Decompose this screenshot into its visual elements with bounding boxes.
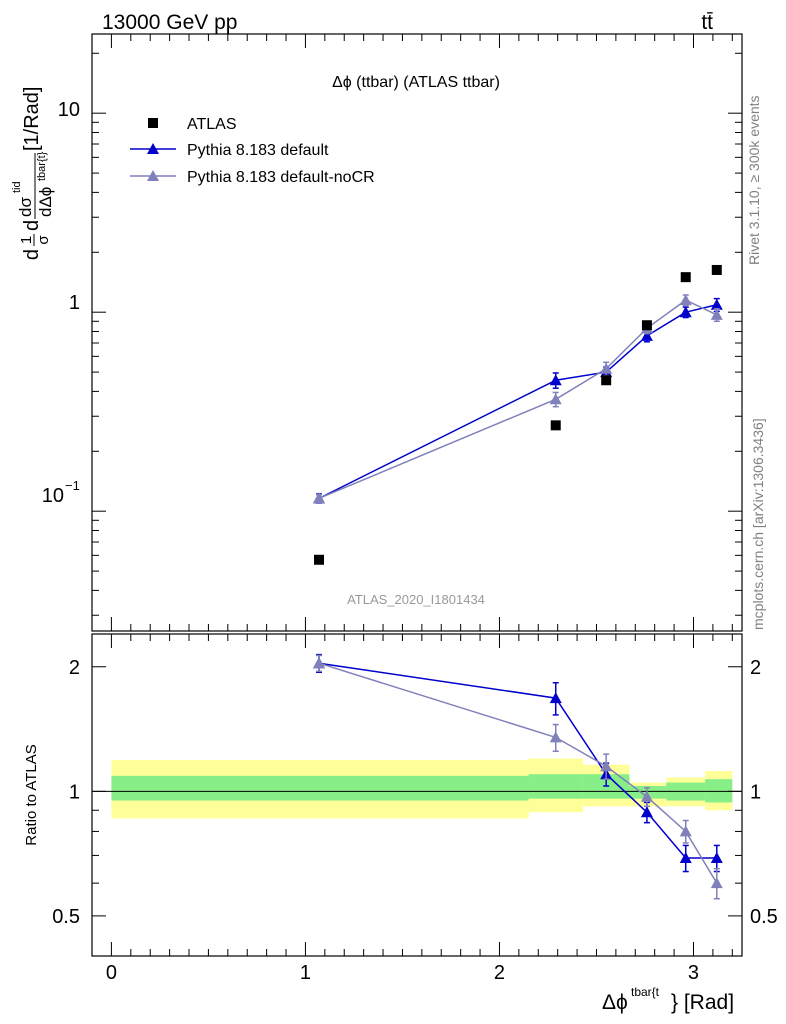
ratio-ytick-label-right: 1 [750, 781, 761, 803]
ratio-nocr-series-point [313, 657, 326, 669]
ylabel-one: 1 [18, 236, 35, 244]
ratio-default-series-point [640, 806, 653, 818]
ylabel-numerator-sup: tid [11, 181, 23, 193]
ratio-tick-labels: 0.5 0.5 1 1 2 2 0 1 2 3 [52, 657, 778, 984]
ratio-nocr-series-point [549, 731, 562, 743]
legend-label-atlas: ATLAS [187, 116, 237, 133]
rivet-label: Rivet 3.1.10, ≥ 300k events [746, 95, 762, 265]
ylabel-unit: [1/Rad] [21, 87, 43, 151]
chart-title: Δϕ (ttbar) (ATLAS ttbar) [332, 74, 500, 91]
process-label: tt̄ [701, 11, 713, 34]
xlabel-symbol: Δϕ [602, 991, 628, 1014]
analysis-watermark: ATLAS_2020_I1801434 [347, 592, 485, 607]
atlas-data-point [641, 320, 652, 331]
ylabel-d: d [21, 249, 43, 260]
default-series-point [710, 298, 723, 310]
ratio-ytick-label-left: 0.5 [52, 906, 80, 928]
legend: ATLAS Pythia 8.183 default Pythia 8.183 … [130, 116, 375, 186]
main-axis-ticks [92, 34, 742, 631]
ratio-panel: 0.5 0.5 1 1 2 2 0 1 2 3 Ratio to ATLAS Δϕ tbar{t … [23, 633, 778, 1014]
nocr-series-point [710, 308, 723, 320]
ylabel-sigma: σ [35, 235, 52, 245]
ratio-xtick-label: 1 [300, 962, 311, 984]
nocr-series-point [600, 362, 613, 374]
legend-marker-atlas [148, 118, 158, 128]
main-plot-area [313, 264, 723, 565]
ratio-ytick-label-right: 0.5 [750, 906, 778, 928]
ratio-plot-area [92, 653, 742, 900]
main-ylabel: d 1 σ d dσ tid dΔϕ tbar{t} [1/Rad] [11, 87, 55, 261]
energy-label: 13000 GeV pp [102, 11, 237, 34]
ratio-default-series-point [679, 852, 692, 864]
ratio-xlabel: Δϕ tbar{t } [Rad] [602, 985, 734, 1014]
ratio-nocr-series-point [640, 790, 653, 802]
ratio-ytick-label-left: 2 [69, 657, 80, 679]
default-series-point [679, 306, 692, 318]
mcplots-label: mcplots.cern.ch [arXiv:1306.3436] [750, 418, 766, 630]
ratio-default-series-point [710, 852, 723, 864]
nocr-series-point [549, 393, 562, 405]
ratio-nocr-series-line [318, 662, 718, 884]
atlas-data-point [711, 264, 722, 275]
ratio-ylabel: Ratio to ATLAS [23, 744, 40, 845]
atlas-data-point [601, 375, 612, 386]
default-series-point [640, 329, 653, 341]
ylabel-d2: d [21, 220, 43, 231]
atlas-data-point [680, 272, 691, 283]
main-frame [91, 33, 743, 632]
uncertainty-band-inner [705, 779, 733, 803]
xlabel-sup: tbar{t [631, 985, 660, 999]
atlas-data-point [314, 554, 325, 565]
nocr-series-point [313, 492, 326, 504]
ylabel-numerator: dσ [16, 197, 35, 217]
uncertainty-band-inner [629, 786, 667, 799]
ratio-nocr-series-point [710, 877, 723, 889]
main-panel: Δϕ (ttbar) (ATLAS ttbar) ATLAS_2020_I180… [11, 33, 743, 632]
ratio-frame [91, 633, 743, 957]
ratio-xtick-label: 2 [494, 962, 505, 984]
nocr-series-line [318, 299, 718, 500]
uncertainty-band-inner [528, 774, 583, 799]
ratio-nocr-series-point [600, 760, 613, 772]
ratio-default-series-point [549, 692, 562, 704]
uncertainty-band-inner [111, 775, 529, 801]
ratio-ytick-label-right: 2 [750, 657, 761, 679]
xlabel-rest: } [Rad] [671, 991, 734, 1014]
ytick-label-0-1-base: 10 [42, 485, 64, 507]
ylabel-denominator: dΔϕ [36, 187, 55, 217]
legend-marker-nocr [147, 170, 159, 181]
legend-label-default: Pythia 8.183 default [187, 142, 329, 159]
atlas-data-point [550, 420, 561, 431]
nocr-series-point [679, 294, 692, 306]
ytick-label-10: 10 [58, 99, 80, 121]
ratio-axis-ticks [92, 634, 742, 957]
ylabel-denominator-sup: tbar{t} [36, 151, 48, 181]
ratio-xtick-label: 3 [688, 962, 699, 984]
ytick-label-0-1-exp: −1 [65, 478, 80, 493]
legend-label-nocr: Pythia 8.183 default-noCR [187, 169, 375, 186]
ratio-nocr-series-point [679, 825, 692, 837]
ratio-ytick-label-left: 1 [69, 781, 80, 803]
ratio-xtick-label: 0 [106, 962, 117, 984]
ytick-label-1: 1 [69, 292, 80, 314]
legend-marker-default [147, 143, 159, 154]
ratio-default-series-line [318, 662, 717, 859]
default-series-line [318, 304, 717, 500]
default-series-point [549, 374, 562, 386]
